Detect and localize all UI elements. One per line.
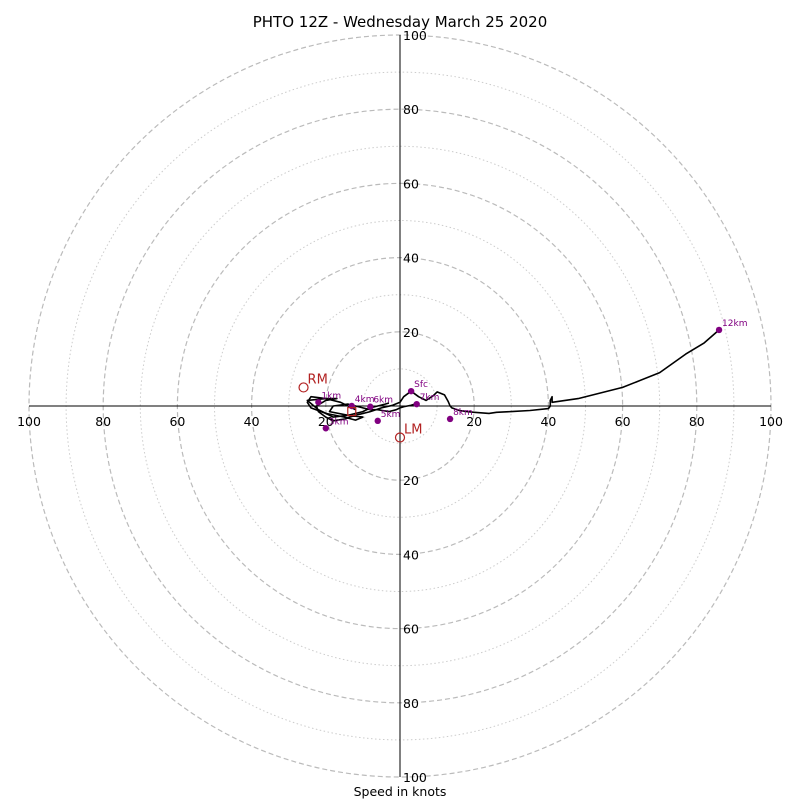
tick-labels: 20 20 20 20 40 40 40 40 60 60 60 60 80 80 80 80 100 100 10… — [17, 28, 783, 785]
axes — [29, 35, 771, 777]
x-tick-label: 20 — [318, 414, 334, 429]
wind-trace — [306, 329, 720, 422]
y-tick-label: 100 — [403, 28, 427, 43]
trace-loop — [306, 395, 390, 418]
y-tick-label: 40 — [403, 251, 419, 266]
y-tick-label: 20 — [403, 325, 419, 340]
chart-title: PHTO 12Z - Wednesday March 25 2020 — [253, 13, 548, 31]
height-label-4km: 4km — [355, 395, 375, 405]
trace-low-levels — [306, 390, 416, 422]
height-marker-6km — [367, 403, 374, 410]
x-tick-label: 80 — [689, 414, 705, 429]
height-label-8km: 8km — [453, 408, 473, 418]
storm-motion-RM — [298, 382, 309, 393]
height-marker-12km — [715, 326, 723, 334]
storm-motion-label-LM: LM — [404, 423, 422, 438]
y-tick-label: 40 — [403, 547, 419, 562]
height-label-Sfc: Sfc — [414, 380, 428, 390]
trace-upper-levels — [410, 329, 720, 415]
x-tick-label: 60 — [615, 414, 631, 429]
height-label-12km: 12km — [722, 319, 747, 329]
x-tick-label: 20 — [466, 414, 482, 429]
x-tick-label: 60 — [169, 414, 185, 429]
height-label-6km: 6km — [373, 396, 393, 406]
height-label-3km: 3km — [329, 417, 349, 427]
x-tick-label: 100 — [759, 414, 783, 429]
y-tick-label: 80 — [403, 696, 419, 711]
height-marker-1km — [315, 399, 322, 406]
height-marker-7km — [413, 400, 420, 408]
height-label-5km: 5km — [381, 410, 401, 420]
x-tick-label: 80 — [95, 414, 111, 429]
height-marker-Sfc — [407, 387, 415, 395]
y-tick-label: 100 — [403, 770, 427, 785]
x-tick-label: 40 — [540, 414, 556, 429]
height-marker-3km — [322, 425, 329, 432]
mean-wind-marker — [347, 406, 357, 417]
height-markers: Sfc 1km 3km 4km 5km 6km 7km 8km 12km — [315, 319, 747, 432]
x-axis-label: Speed in knots — [354, 784, 447, 799]
height-marker-5km — [374, 417, 381, 425]
y-tick-label: 20 — [403, 473, 419, 488]
y-tick-label: 60 — [403, 176, 419, 191]
storm-motion-label-RM: RM — [308, 372, 328, 387]
height-label-7km: 7km — [420, 393, 440, 403]
height-marker-8km — [446, 415, 454, 423]
y-tick-label: 80 — [403, 102, 419, 117]
x-tick-label: 40 — [244, 414, 260, 429]
x-tick-label: 100 — [17, 414, 41, 429]
y-tick-label: 60 — [403, 622, 419, 637]
height-label-1km: 1km — [321, 391, 341, 401]
storm-motion-markers: RM LM — [298, 372, 422, 443]
storm-motion-LM — [394, 432, 406, 443]
